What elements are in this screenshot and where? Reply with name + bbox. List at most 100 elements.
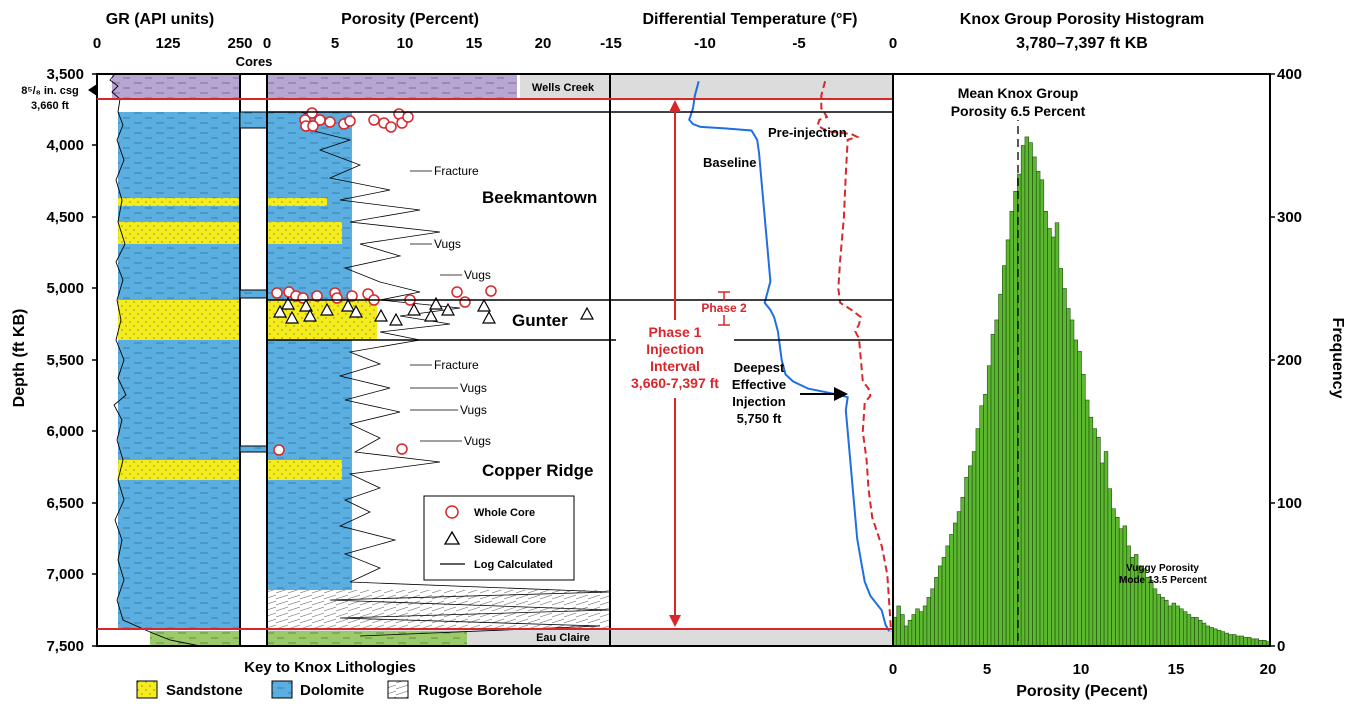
sidewall-core-point bbox=[298, 298, 314, 312]
histogram-bar bbox=[934, 577, 939, 647]
histogram-bar bbox=[896, 605, 901, 647]
histogram-bar bbox=[1239, 635, 1244, 647]
lith-key-title: Key to Knox Lithologies bbox=[244, 659, 416, 676]
histogram-bar bbox=[1182, 611, 1188, 647]
histogram-bar bbox=[1194, 617, 1199, 647]
depth-ticks: 3,500 4,000 4,500 5,000 5,500 6,000 6,50… bbox=[46, 66, 84, 655]
mean-label-1: Mean Knox Group bbox=[958, 85, 1079, 101]
histogram-bar bbox=[983, 394, 988, 647]
hist-y-tick: 200 bbox=[1277, 352, 1302, 369]
porosity-header: Porosity (Percent) bbox=[341, 11, 479, 28]
histogram-bar bbox=[907, 619, 913, 647]
whole-core-legend-icon bbox=[445, 505, 459, 519]
deepest-arrow bbox=[800, 387, 848, 401]
por-tick-20: 20 bbox=[535, 35, 552, 52]
por-green-zone bbox=[267, 631, 467, 646]
histogram-bar bbox=[1002, 265, 1007, 647]
histogram-bar bbox=[1149, 579, 1154, 647]
baseline-temperature-line bbox=[688, 80, 891, 632]
legend: Whole Core Sidewall Core Log Calculated bbox=[423, 495, 575, 581]
formation-eau-claire: Eau Claire bbox=[536, 632, 590, 644]
feature-fracture: Fracture bbox=[434, 358, 479, 372]
sidewall-core-markers bbox=[272, 296, 595, 326]
whole-core-point bbox=[451, 286, 463, 298]
histogram-bar bbox=[1232, 634, 1237, 647]
histogram-bar bbox=[1020, 145, 1026, 647]
sidewall-core-point bbox=[280, 296, 296, 310]
histogram-bar bbox=[1201, 622, 1207, 647]
hist-y-tick: 0 bbox=[1277, 638, 1285, 655]
legend-sidewall-core: Sidewall Core bbox=[474, 534, 546, 546]
pre-injection-label: Pre-injection bbox=[768, 125, 847, 140]
sidewall-core-point bbox=[406, 302, 422, 316]
histogram-bar bbox=[1220, 631, 1226, 647]
depth-tick: 5,000 bbox=[46, 280, 84, 297]
formation-copper-ridge: Copper Ridge bbox=[482, 461, 593, 480]
porosity-log-curve bbox=[299, 111, 611, 637]
por-sand-zone bbox=[267, 460, 342, 480]
gr-track bbox=[96, 73, 241, 647]
histogram-bar bbox=[971, 451, 977, 647]
vuggy-label-1: Vuggy Porosity bbox=[1126, 563, 1199, 574]
histogram-bar bbox=[975, 428, 981, 647]
temp-top-grey bbox=[610, 74, 893, 99]
deepest-label-1: Deepest bbox=[734, 360, 785, 375]
whole-core-point bbox=[344, 115, 356, 127]
histogram-bar bbox=[949, 534, 954, 647]
legend-log-calculated: Log Calculated bbox=[474, 559, 553, 571]
core-interval bbox=[239, 445, 268, 453]
whole-core-point bbox=[485, 285, 497, 297]
por-tick-0: 0 bbox=[263, 35, 271, 52]
top-grey-band bbox=[520, 74, 610, 99]
histogram-bar bbox=[1224, 632, 1229, 647]
gr-sand-zone bbox=[118, 222, 240, 244]
histogram-bar bbox=[1062, 288, 1067, 647]
vuggy-label-2: Mode 13.5 Percent bbox=[1119, 575, 1207, 586]
sidewall-core-point bbox=[440, 302, 456, 316]
hist-x-tick: 15 bbox=[1168, 661, 1185, 678]
feature-fracture: Fracture bbox=[434, 164, 479, 178]
sidewall-core-legend-icon bbox=[443, 530, 461, 545]
hist-x-tick: 20 bbox=[1260, 661, 1277, 678]
core-interval bbox=[239, 111, 268, 129]
histogram-bar bbox=[1156, 594, 1161, 647]
histogram-bar bbox=[937, 565, 943, 647]
feature-leaders bbox=[410, 170, 462, 442]
baseline-label: Baseline bbox=[703, 155, 756, 170]
histogram-bar bbox=[1066, 308, 1071, 647]
mean-label-2: Porosity 6.5 Percent bbox=[951, 103, 1086, 119]
histogram-bar bbox=[1043, 210, 1048, 647]
depth-tick: 6,500 bbox=[46, 495, 84, 512]
sidewall-core-point bbox=[319, 302, 335, 316]
phase1-label-2: Injection bbox=[646, 341, 704, 357]
histogram-bar bbox=[1213, 628, 1218, 647]
histogram-bar bbox=[1107, 488, 1112, 647]
gr-log-curve bbox=[109, 73, 201, 647]
histogram-bar bbox=[1228, 634, 1233, 647]
sidewall-core-point bbox=[428, 296, 444, 310]
histogram-bar bbox=[964, 476, 969, 647]
hist-y-tick-marks bbox=[1270, 73, 1275, 647]
histogram-bar bbox=[1058, 268, 1063, 647]
por-tick-5: 5 bbox=[331, 35, 339, 52]
histogram-bar bbox=[1024, 136, 1030, 647]
lith-key-sandstone: Sandstone bbox=[166, 682, 243, 699]
whole-core-point bbox=[396, 443, 408, 455]
histogram-bar bbox=[926, 597, 931, 647]
histogram-bar bbox=[994, 319, 999, 647]
hist-y-ticks: 0 100 200 300 400 bbox=[1277, 66, 1302, 655]
histogram-bar bbox=[1254, 638, 1259, 647]
feature-vugs: Vugs bbox=[464, 434, 491, 448]
hist-title: Knox Group Porosity Histogram bbox=[960, 11, 1204, 28]
phase1-interval-arrow bbox=[616, 100, 734, 627]
por-sand-zone bbox=[267, 222, 342, 244]
histogram-bar bbox=[1126, 545, 1131, 647]
histogram-bar bbox=[1069, 319, 1075, 647]
histogram-bar bbox=[904, 625, 909, 647]
sidewall-core-point bbox=[579, 306, 595, 320]
deepest-label-3: Injection bbox=[732, 394, 786, 409]
dtemp-tick-m10: -10 bbox=[694, 35, 716, 52]
histogram-bar bbox=[1216, 629, 1222, 647]
histogram-bar bbox=[922, 605, 928, 647]
histogram-bar bbox=[945, 545, 950, 647]
